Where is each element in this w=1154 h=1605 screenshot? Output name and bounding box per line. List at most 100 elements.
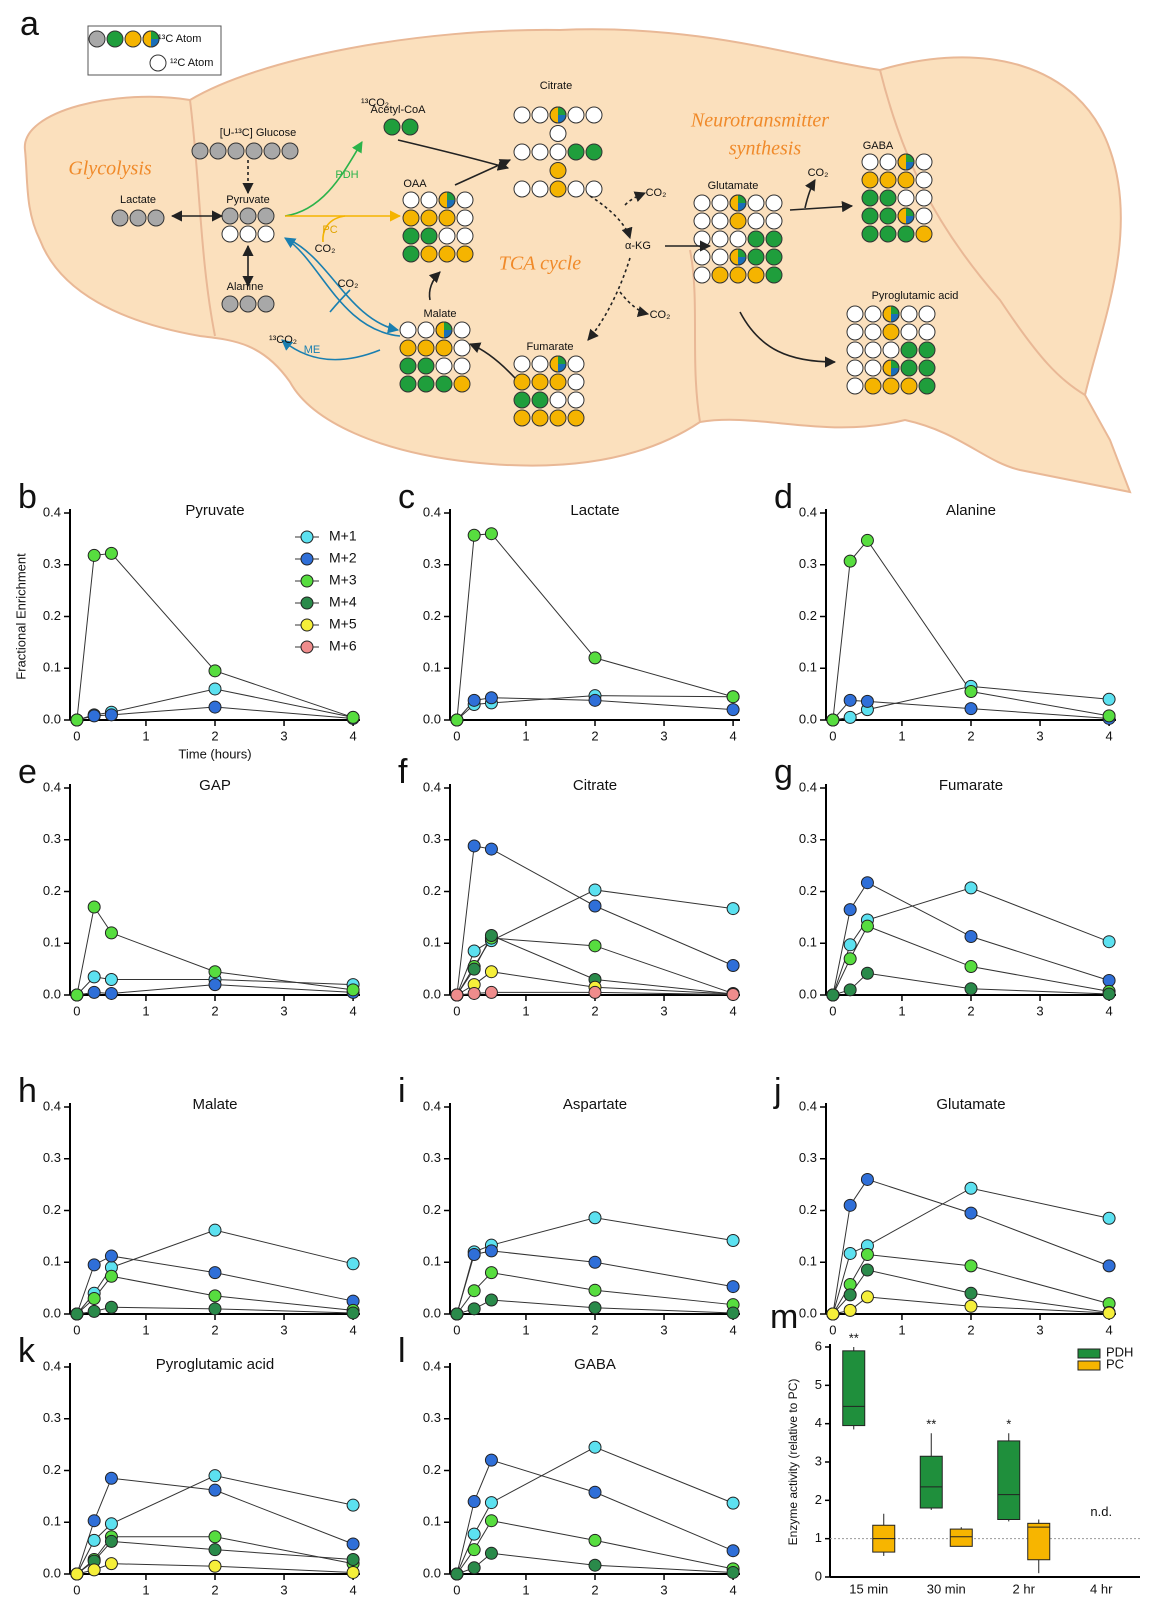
diagram-label: α-KG [625, 240, 651, 252]
carbon-atom [861, 189, 879, 207]
x-tick-label: 0 [453, 1003, 460, 1018]
chart-title: Malate [192, 1096, 237, 1113]
data-point [843, 983, 857, 997]
data-point [208, 1223, 222, 1237]
carbon-atom [129, 209, 147, 227]
data-point [843, 1288, 857, 1302]
atom-wedge [906, 154, 914, 162]
y-tick-label: 0.0 [423, 1305, 441, 1320]
diagram-label: CO₂ [646, 187, 667, 199]
carbon-atom [239, 225, 257, 243]
x-tick-label: 1 [522, 728, 529, 743]
carbon-atom [729, 230, 747, 248]
data-point [484, 985, 498, 999]
data-point [860, 1172, 874, 1186]
carbon-atom [191, 142, 209, 160]
diagram-label: TCA cycle [499, 253, 582, 275]
data-point [346, 1257, 360, 1271]
y-tick-label: 0.4 [423, 779, 441, 794]
y-tick-label: 0.1 [423, 1514, 441, 1529]
carbon-atom [900, 359, 918, 377]
x-tick-label: 0 [73, 1322, 80, 1337]
data-point [104, 986, 118, 1000]
carbon-atom [864, 323, 882, 341]
data-point [87, 1563, 101, 1577]
y-tick-label: 0 [815, 1568, 822, 1583]
data-point [70, 713, 84, 727]
arrow [789, 201, 854, 213]
diagram-label: Neurotransmitter [690, 110, 829, 132]
carbon-atom [897, 225, 915, 243]
carbon-atom [900, 341, 918, 359]
carbon-atom [915, 225, 933, 243]
carbon-atom [257, 225, 275, 243]
atom-wedge [558, 107, 566, 115]
arrow [284, 237, 401, 337]
data-point [860, 876, 874, 890]
carbon-atom [456, 227, 474, 245]
data-point [484, 1266, 498, 1280]
carbon-atom [531, 409, 549, 427]
y-tick-label: 5 [815, 1377, 822, 1392]
diagram-label: CO₂ [315, 243, 336, 255]
x-tick-label: 2 [211, 1582, 218, 1597]
data-point [484, 928, 498, 942]
chart-title: Citrate [573, 777, 617, 794]
diagram-label: Glycolysis [68, 158, 152, 180]
carbon-atom [456, 209, 474, 227]
y-tick-label: 0.4 [423, 1098, 441, 1113]
carbon-atom [567, 143, 585, 161]
carbon-atom [864, 341, 882, 359]
data-point [104, 1534, 118, 1548]
carbon-atom [693, 248, 711, 266]
data-point [588, 899, 602, 913]
arrow [804, 179, 816, 209]
arrow [289, 239, 400, 334]
carbon-atom [399, 375, 417, 393]
data-point [964, 685, 978, 699]
carbon-atom [846, 341, 864, 359]
carbon-atom [585, 106, 603, 124]
diagram-label: Fumarate [526, 341, 573, 353]
atom-wedge [738, 203, 746, 211]
data-point [843, 1198, 857, 1212]
panel-letter: e [18, 753, 37, 791]
y-tick-label: 0.2 [423, 883, 441, 898]
legend-marker [300, 596, 314, 610]
y-tick-label: 0.0 [799, 1305, 817, 1320]
carbon-atom [106, 30, 124, 48]
x-tick-label: 0 [453, 1582, 460, 1597]
significance: * [1006, 1417, 1011, 1432]
legend-label: M+2 [329, 550, 357, 566]
data-point [843, 1303, 857, 1317]
data-point [826, 1307, 840, 1321]
carbon-atom [147, 209, 165, 227]
y-tick-label: 0.3 [799, 1150, 817, 1165]
chart-title: Fumarate [939, 777, 1003, 794]
y-tick-label: 0.0 [799, 711, 817, 726]
y-tick-label: 0.0 [43, 1565, 61, 1580]
x-tick-label: 3 [280, 1322, 287, 1337]
data-point [87, 900, 101, 914]
data-point [964, 1181, 978, 1195]
y-tick-label: 0.0 [423, 986, 441, 1001]
diagram-label: ¹³CO₂ [361, 97, 389, 109]
y-tick-label: 4 [815, 1415, 822, 1430]
carbon-atom [417, 339, 435, 357]
diagram-label: OAA [403, 178, 427, 190]
atom-wedge [738, 257, 746, 265]
data-point [726, 1306, 740, 1320]
carbon-atom [693, 266, 711, 284]
panel-letter: c [398, 478, 415, 516]
chart-title: Glutamate [936, 1096, 1005, 1113]
carbon-atom [149, 54, 167, 72]
data-point [70, 1567, 84, 1581]
chart-title: Lactate [570, 502, 619, 519]
atom-wedge [447, 192, 455, 200]
x-tick-label: 1 [522, 1003, 529, 1018]
carbon-atom [882, 323, 900, 341]
x-tick-label: 2 [967, 1003, 974, 1018]
carbon-atom [438, 209, 456, 227]
y-tick-label: 0.0 [799, 986, 817, 1001]
